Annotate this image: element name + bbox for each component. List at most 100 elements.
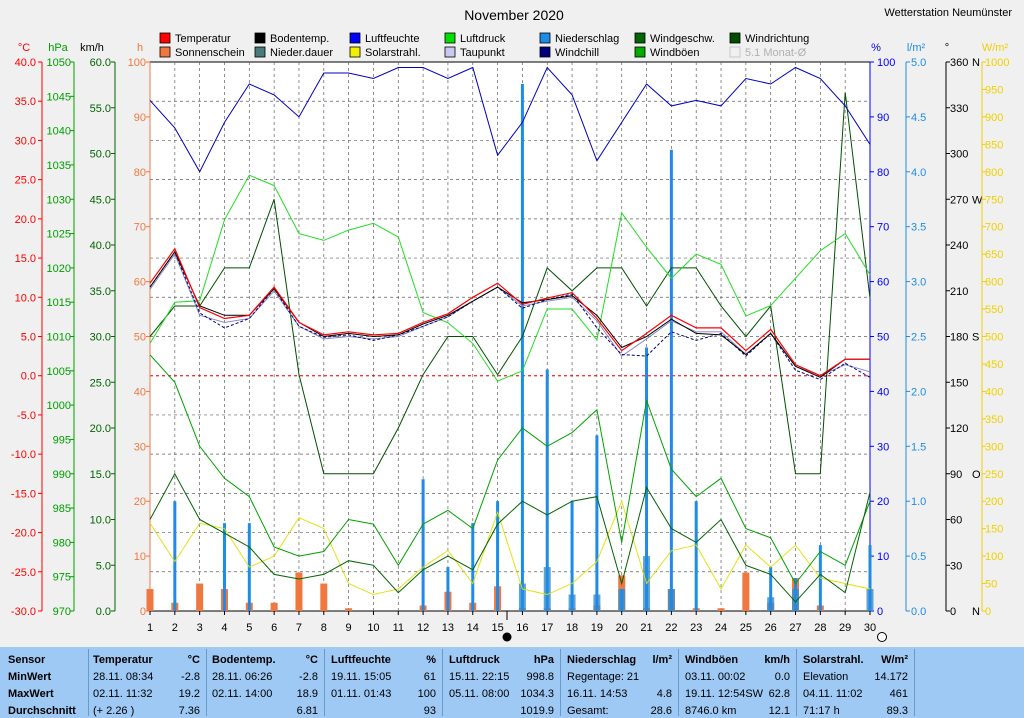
axis-pressure-tick-label: 985: [53, 503, 71, 515]
table-column-header: Luftdruck: [449, 654, 500, 666]
axis-pressure-tick-label: 990: [53, 469, 71, 481]
axis-solar-tick-label: 250: [985, 469, 1003, 481]
table-cell-value: 18.9: [296, 688, 318, 700]
x-tick-label: 26: [765, 622, 777, 634]
table-column-header: Windböen: [685, 654, 739, 666]
axis-pressure-tick-label: 1000: [47, 400, 71, 412]
legend-swatch: [634, 46, 646, 58]
x-tick-label: 17: [541, 622, 553, 634]
axis-hours-tick-label: 40: [134, 386, 146, 398]
axis-pressure-tick-label: 1040: [47, 126, 71, 138]
full-moon-icon: [877, 632, 887, 642]
axis-wind-tick-label: 50.0: [90, 149, 111, 161]
axis-temperature-tick-label: -5.0: [17, 410, 36, 422]
statistics-table: Sensor MinWert MaxWert Durchschnitt Temperat…: [0, 647, 1024, 718]
x-tick-label: 3: [197, 622, 203, 634]
legend-label: Luftdruck: [460, 33, 506, 45]
table-column-unit: %: [426, 654, 436, 666]
axis-wind-direction-tick-label: 90: [950, 469, 962, 481]
table-cell: 04.11. 11:02: [803, 688, 863, 700]
axis-wind-direction-tick-label: 240: [950, 240, 968, 252]
x-tick-label: 4: [221, 622, 227, 634]
axis-wind-tick-label: 45.0: [90, 194, 111, 206]
x-tick-label: 11: [393, 622, 404, 634]
axis-precipitation-tick-label: 1.5: [911, 441, 926, 453]
legend-swatch: [254, 46, 266, 58]
axis-hours-tick-label: 30: [134, 441, 146, 453]
axis-wind-direction-tick-label: 330: [950, 103, 968, 115]
table-cell: 03.11. 00:02: [685, 671, 746, 683]
unit-label-hours: h: [137, 42, 143, 54]
x-tick-label: 27: [789, 622, 801, 634]
precipitation-bar: [794, 578, 798, 611]
axis-hours-tick-label: 90: [134, 112, 146, 124]
table-cell: 01.11. 01:43: [331, 688, 392, 700]
axis-solar-tick-label: 950: [985, 84, 1003, 96]
table-separator: [796, 649, 797, 716]
sunshine-bar: [295, 572, 303, 611]
axis-temperature-tick-label: 35.0: [15, 96, 36, 108]
legend-label: Windrichtung: [745, 33, 809, 45]
axis-pressure-tick-label: 1025: [47, 229, 71, 241]
table-row-label: MinWert: [8, 671, 52, 683]
x-tick-label: 13: [442, 622, 454, 634]
table-column-header: Bodentemp.: [212, 654, 276, 666]
station-name: Wetterstation Neumünster: [884, 7, 1012, 19]
table-column-unit: °C: [187, 654, 200, 666]
axis-wind-tick-label: 5.0: [96, 560, 111, 572]
legend-label: Windchill: [555, 47, 599, 59]
axis-pressure-tick-label: 1010: [47, 332, 71, 344]
sunshine-bar: [196, 583, 204, 611]
axis-wind-direction-tick-label: 60: [950, 515, 962, 527]
x-tick-label: 21: [640, 622, 652, 634]
legend: Temperatur Bodentemp. Luftfeuchte Luftdruck…: [159, 32, 809, 59]
table-cell: 02.11. 11:32: [93, 688, 153, 700]
series-lines: [149, 66, 871, 603]
legend-swatch: [254, 32, 266, 44]
axis-humidity-tick-label: 60: [877, 277, 889, 289]
axis-wind-tick-label: 25.0: [90, 377, 111, 389]
unit-label-temperature: °C: [18, 42, 30, 54]
axis-precipitation-tick-label: 2.5: [911, 332, 926, 344]
table-column-header: Niederschlag: [567, 654, 637, 666]
axis-hours-tick-label: 80: [134, 167, 146, 179]
x-tick-label: 7: [296, 622, 302, 634]
legend-label: Niederschlag: [555, 33, 619, 45]
precipitation-bar: [669, 149, 673, 611]
table-cell-value: 100: [417, 688, 436, 700]
precipitation-bar: [868, 545, 872, 611]
axis-wind-direction-tick-label: 120: [950, 423, 968, 435]
axis-pressure-tick-label: 975: [53, 572, 71, 584]
x-tick-label: 10: [367, 622, 379, 634]
axis-solar-tick-label: 1000: [985, 57, 1009, 69]
table-separator: [88, 649, 89, 716]
axis-wind-tick-label: 40.0: [90, 240, 111, 252]
axis-solar-tick-label: 700: [985, 222, 1003, 234]
axis-wind-direction-tick-label: 150: [950, 377, 968, 389]
axis-precipitation-tick-label: 3.0: [911, 277, 926, 289]
table-column-unit: W/m²: [881, 654, 908, 666]
table-cell: 05.11. 08:00: [449, 688, 510, 700]
table-cell: 28.11. 06:26: [212, 671, 273, 683]
precipitation-bar: [769, 567, 773, 611]
legend-swatch: [159, 32, 171, 44]
table-cell: 28.11. 08:34: [93, 671, 154, 683]
axis-humidity-tick-label: 90: [877, 112, 889, 124]
axis-temperature-tick-label: -10.0: [11, 449, 36, 461]
table-separator: [442, 649, 443, 716]
table-cell-value: 4.8: [656, 688, 672, 700]
series-line-windben: [149, 354, 871, 585]
x-tick-label: 22: [665, 622, 677, 634]
x-tick-label: 16: [516, 622, 528, 634]
axis-precipitation-tick-label: 4.5: [911, 112, 926, 124]
table-cell-value: 89.3: [886, 705, 908, 717]
x-tick-label: 30: [864, 622, 876, 634]
axis-solar-tick-label: 350: [985, 414, 1003, 426]
precipitation-bar: [620, 589, 624, 611]
axis-temperature-tick-label: 0.0: [21, 371, 36, 383]
axis-wind-tick-label: 20.0: [90, 423, 111, 435]
table-cell-value: 0.0: [774, 671, 790, 683]
axis-hours-tick-label: 60: [134, 277, 146, 289]
table-column-unit: °C: [305, 654, 318, 666]
axis-solar-tick-label: 50: [985, 579, 997, 591]
